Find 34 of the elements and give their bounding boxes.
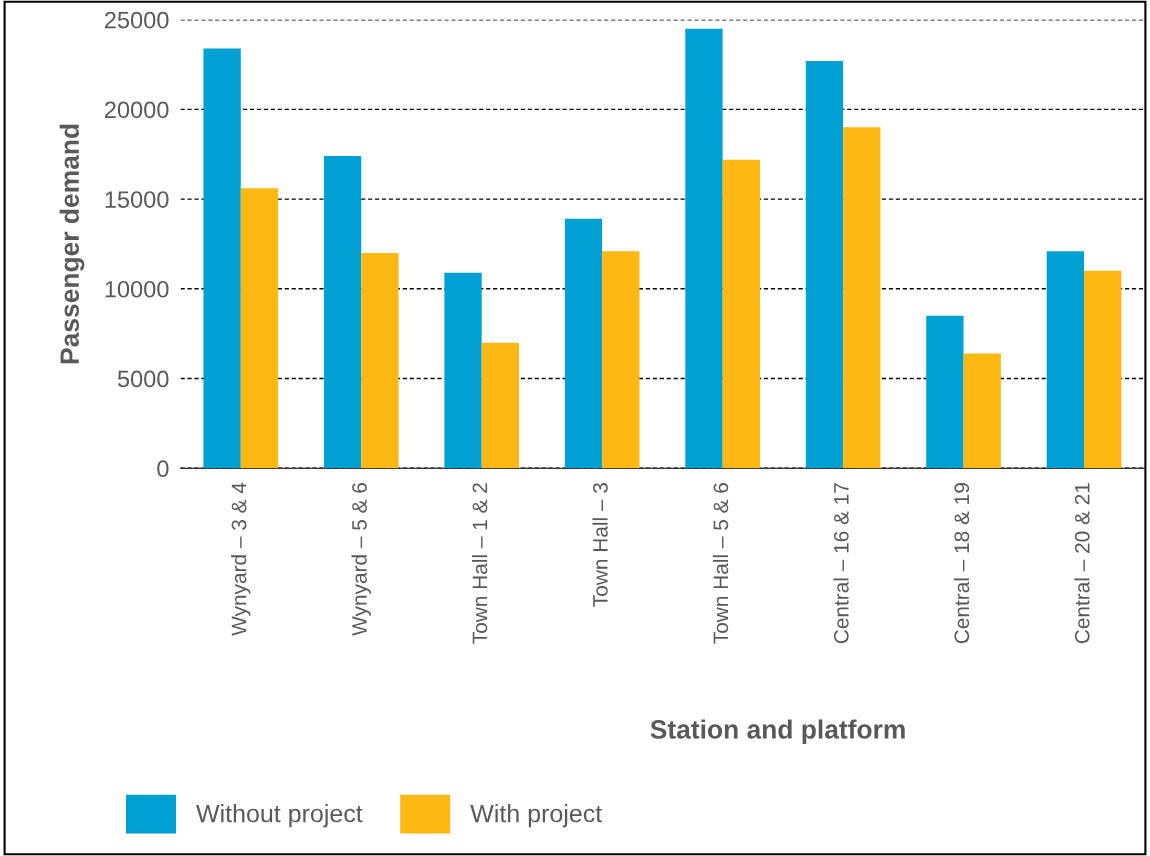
x-tick-label: Central – 18 & 19 — [953, 483, 970, 644]
bar — [963, 353, 1001, 469]
bar — [203, 48, 241, 469]
x-tick-label: Central – 20 & 21 — [1074, 483, 1090, 644]
legend-label: Without project — [196, 804, 363, 828]
bar — [926, 315, 964, 469]
bar — [564, 218, 603, 469]
bar — [361, 252, 399, 469]
y-tick-label: 5000 — [117, 370, 169, 388]
y-tick-label: 15000 — [105, 191, 169, 208]
bar — [805, 60, 844, 469]
y-tick-label: 10000 — [105, 280, 169, 298]
bar — [444, 272, 482, 469]
x-tick-label: Central – 16 & 17 — [833, 483, 849, 644]
x-tick-label: Town Hall – 1 & 2 — [472, 483, 488, 644]
y-axis-title: Passenger demand — [59, 124, 85, 364]
x-tick-label: Wynyard – 5 & 6 — [351, 483, 371, 636]
bar — [1046, 251, 1085, 469]
y-tick-label: 20000 — [104, 101, 169, 119]
bar — [323, 156, 362, 469]
bar — [602, 251, 640, 469]
y-tick-label: 0 — [157, 460, 169, 478]
bar — [843, 127, 881, 469]
legend-label: With project — [470, 804, 603, 828]
x-tick-label: Wynyard – 3 & 4 — [231, 482, 251, 636]
y-tick-label: 25000 — [104, 11, 169, 29]
x-tick-label: Town Hall – 5 & 6 — [712, 483, 729, 644]
x-tick-label: Town Hall – 3 — [592, 483, 608, 607]
bar — [722, 159, 760, 469]
bar — [481, 342, 520, 469]
bar — [685, 28, 723, 469]
bar — [1084, 270, 1122, 469]
x-axis-title: Station and platform — [650, 719, 905, 745]
bar — [240, 188, 279, 469]
